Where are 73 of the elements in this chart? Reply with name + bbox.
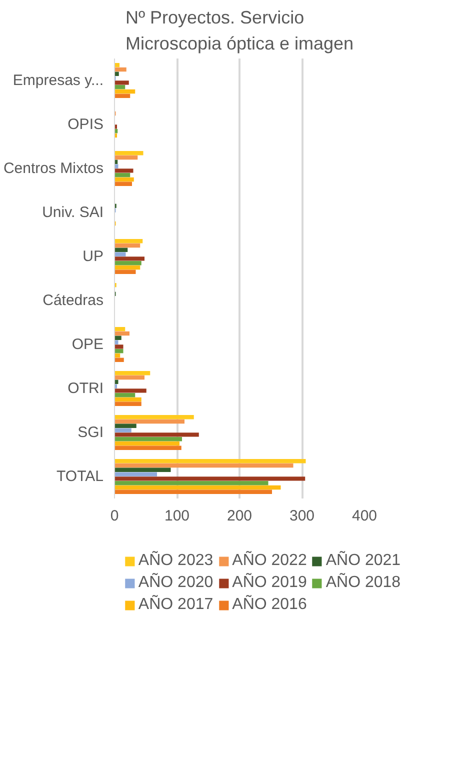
x-tick-label: 300 xyxy=(289,508,315,524)
legend-label: AÑO 2020 xyxy=(138,574,214,592)
legend-label: AÑO 2022 xyxy=(232,552,307,570)
bar xyxy=(114,248,128,252)
bar xyxy=(114,327,126,332)
bar xyxy=(114,481,268,486)
bar xyxy=(114,182,132,186)
y-tick-label: OTRI xyxy=(68,380,104,397)
bar xyxy=(114,472,157,476)
y-tick-label: OPIS xyxy=(68,116,104,133)
bar xyxy=(114,252,126,256)
bar xyxy=(114,446,182,450)
bar xyxy=(114,485,281,490)
bar xyxy=(114,441,180,446)
bar xyxy=(114,85,126,90)
bar xyxy=(114,393,136,398)
legend-label: AÑO 2016 xyxy=(232,596,307,614)
bar xyxy=(114,349,124,354)
bar xyxy=(114,375,144,380)
bar xyxy=(114,371,150,376)
legend-label: AÑO 2021 xyxy=(326,552,401,570)
legend-label: AÑO 2023 xyxy=(138,552,214,570)
bar xyxy=(114,397,142,402)
bar xyxy=(114,415,194,420)
bar xyxy=(114,155,138,160)
y-tick-label: Univ. SAI xyxy=(42,204,104,221)
x-tick-label: 200 xyxy=(226,508,252,524)
bar xyxy=(114,173,130,178)
legend-label: AÑO 2018 xyxy=(326,574,401,592)
x-tick-label: 100 xyxy=(164,508,190,524)
y-tick-label: TOTAL xyxy=(56,468,104,485)
bar xyxy=(114,336,122,340)
bar xyxy=(114,270,136,274)
bar xyxy=(114,151,144,156)
y-tick-label: Cátedras xyxy=(42,292,104,309)
y-tick-label: OPE xyxy=(72,336,104,353)
bar xyxy=(114,459,306,464)
bar xyxy=(114,402,142,406)
bar xyxy=(114,94,130,98)
bar xyxy=(114,331,130,336)
bar xyxy=(114,463,294,468)
bar xyxy=(114,239,143,244)
x-tick-label: 400 xyxy=(352,508,378,524)
x-tick-label: 0 xyxy=(110,508,119,524)
bar xyxy=(114,340,118,344)
bar xyxy=(114,261,142,266)
bar xyxy=(114,168,134,173)
y-tick-label: UP xyxy=(82,248,104,265)
bar xyxy=(114,164,118,168)
chart-title: Nº Proyectos. Servicio Microscopia óptica e imagen xyxy=(125,8,354,54)
legend-label: AÑO 2019 xyxy=(232,574,307,592)
bar xyxy=(114,67,126,72)
bar xyxy=(114,432,199,437)
bar xyxy=(114,256,144,261)
bar xyxy=(114,419,184,424)
bar xyxy=(114,468,171,472)
bar xyxy=(114,358,124,362)
y-tick-label: Empresas y... xyxy=(12,72,104,89)
legend-label: AÑO 2017 xyxy=(138,596,214,614)
bar xyxy=(114,476,306,481)
bar xyxy=(114,89,136,94)
bar xyxy=(114,80,129,85)
bar xyxy=(114,177,134,182)
bar xyxy=(114,490,272,494)
bar xyxy=(114,388,146,393)
bar xyxy=(114,424,136,428)
bar xyxy=(114,428,132,432)
bar xyxy=(114,265,140,270)
bar xyxy=(114,437,182,442)
bar xyxy=(114,344,124,349)
y-tick-label: SGI xyxy=(78,424,104,441)
y-tick-label: Centros Mixtos xyxy=(3,160,104,177)
bar xyxy=(114,243,140,248)
